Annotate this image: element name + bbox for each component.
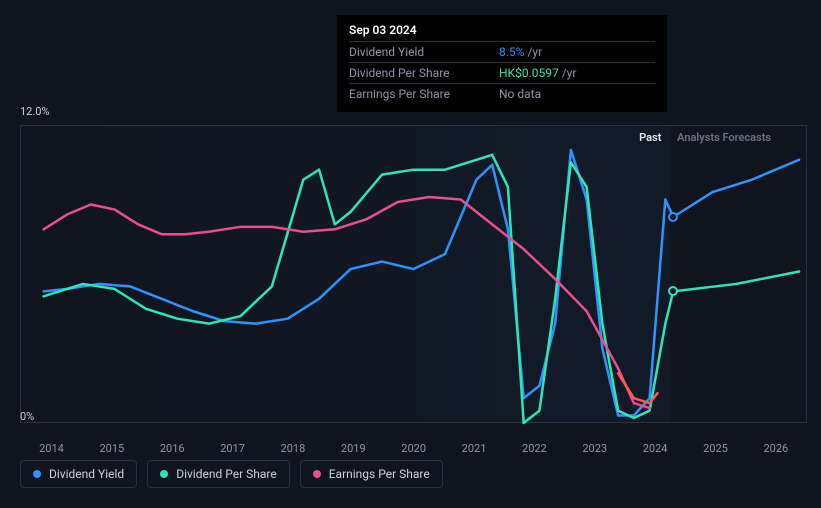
chart-tooltip: Sep 03 2024 Dividend Yield8.5%/yrDividen… [337, 15, 667, 112]
legend-dot-icon [313, 470, 321, 478]
legend-label: Dividend Yield [49, 467, 124, 481]
tooltip-row: Dividend Per ShareHK$0.0597/yr [349, 62, 655, 83]
tooltip-row: Earnings Per ShareNo data [349, 83, 655, 104]
xtick: 2017 [220, 442, 245, 455]
xtick: 2023 [582, 442, 607, 455]
tooltip-label: Dividend Yield [349, 45, 499, 59]
xtick: 2014 [39, 442, 64, 455]
tooltip-date: Sep 03 2024 [349, 23, 655, 37]
legend: Dividend Yield Dividend Per Share Earnings… [20, 460, 443, 488]
xtick: 2018 [281, 442, 306, 455]
legend-item[interactable]: Dividend Per Share [147, 460, 290, 488]
xtick: 2021 [462, 442, 487, 455]
xtick: 2020 [401, 442, 426, 455]
series-marker [668, 286, 678, 296]
xtick: 2019 [341, 442, 366, 455]
legend-item[interactable]: Dividend Yield [20, 460, 137, 488]
legend-item[interactable]: Earnings Per Share [300, 460, 443, 488]
tooltip-value: 8.5%/yr [499, 45, 655, 59]
xtick: 2024 [643, 442, 668, 455]
yaxis-max: 12.0% [20, 105, 50, 118]
yaxis-min: 0% [20, 410, 34, 423]
series-lines [20, 125, 807, 423]
xtick: 2022 [522, 442, 547, 455]
tooltip-value: No data [499, 87, 655, 101]
dividend-chart: 12.0% Past Analysts Forecasts 0% 2014201… [20, 105, 807, 438]
tooltip-row: Dividend Yield8.5%/yr [349, 41, 655, 62]
xtick: 2025 [703, 442, 728, 455]
series-marker [668, 212, 678, 222]
xaxis: 2014 2015 2016 2017 2018 2019 2020 2021 2022 2023… [20, 438, 807, 458]
xtick: 2016 [160, 442, 185, 455]
plot-area[interactable]: Past Analysts Forecasts [20, 125, 807, 423]
legend-dot-icon [160, 470, 168, 478]
xtick: 2015 [99, 442, 124, 455]
xtick: 2026 [763, 442, 788, 455]
legend-label: Dividend Per Share [176, 467, 277, 481]
tooltip-unit: /yr [562, 66, 577, 80]
legend-dot-icon [33, 470, 41, 478]
tooltip-value: HK$0.0597/yr [499, 66, 655, 80]
tooltip-label: Dividend Per Share [349, 66, 499, 80]
legend-label: Earnings Per Share [329, 467, 430, 481]
tooltip-unit: /yr [527, 45, 542, 59]
tooltip-label: Earnings Per Share [349, 87, 499, 101]
